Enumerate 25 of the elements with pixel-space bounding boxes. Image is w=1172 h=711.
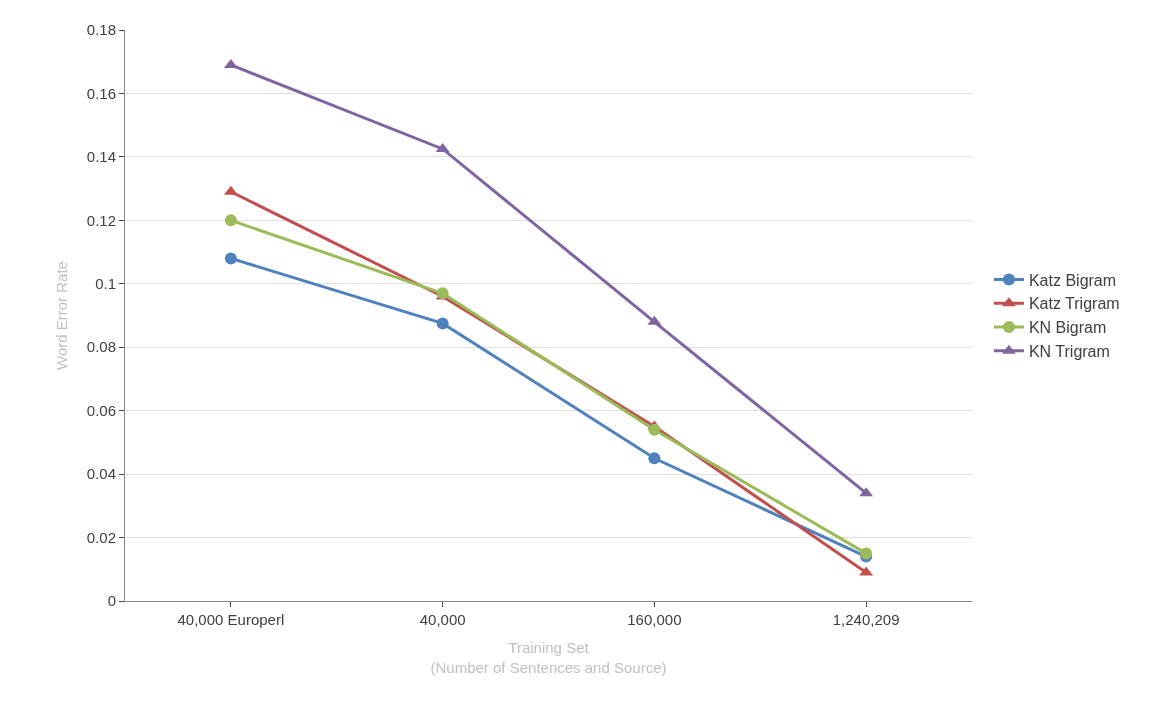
y-tick-label: 0 [107,592,116,610]
y-tick-label: 0.08 [86,338,116,356]
x-axis-title: Training Set (Number of Sentences and Source) [430,639,667,676]
x-tick-label: 160,000 [627,611,682,628]
point [436,317,449,330]
point [648,452,661,465]
point [648,423,661,436]
y-axis-title: Word Error Rate [53,261,71,370]
x-tick-label: 40,000 [419,611,466,628]
point [224,252,237,265]
y-tick-label: 0.06 [86,401,116,419]
y-tick-label: 0.02 [86,528,116,546]
y-tick-label: 0.18 [86,21,116,39]
x-tick-label: 40,000 Europerl [177,611,285,628]
legend-label: KN Trigram [1028,343,1110,361]
x-tick-label: 1,240,209 [832,611,900,628]
y-tick-label: 0.12 [86,211,116,229]
legend-label: Katz Trigram [1028,295,1120,313]
y-tick-label: 0.14 [86,148,116,166]
point [224,214,237,227]
y-tick-label: 0.04 [86,465,116,483]
y-tick-label: 0.16 [86,84,116,102]
y-tick-label: 0.1 [95,275,116,293]
legend-label: Katz Bigram [1028,271,1117,289]
legend-label: KN Bigram [1028,319,1107,337]
